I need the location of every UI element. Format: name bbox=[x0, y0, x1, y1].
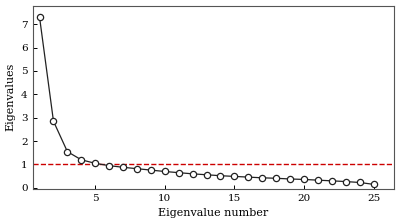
Y-axis label: Eigenvalues: Eigenvalues bbox=[6, 63, 16, 131]
X-axis label: Eigenvalue number: Eigenvalue number bbox=[158, 209, 269, 218]
